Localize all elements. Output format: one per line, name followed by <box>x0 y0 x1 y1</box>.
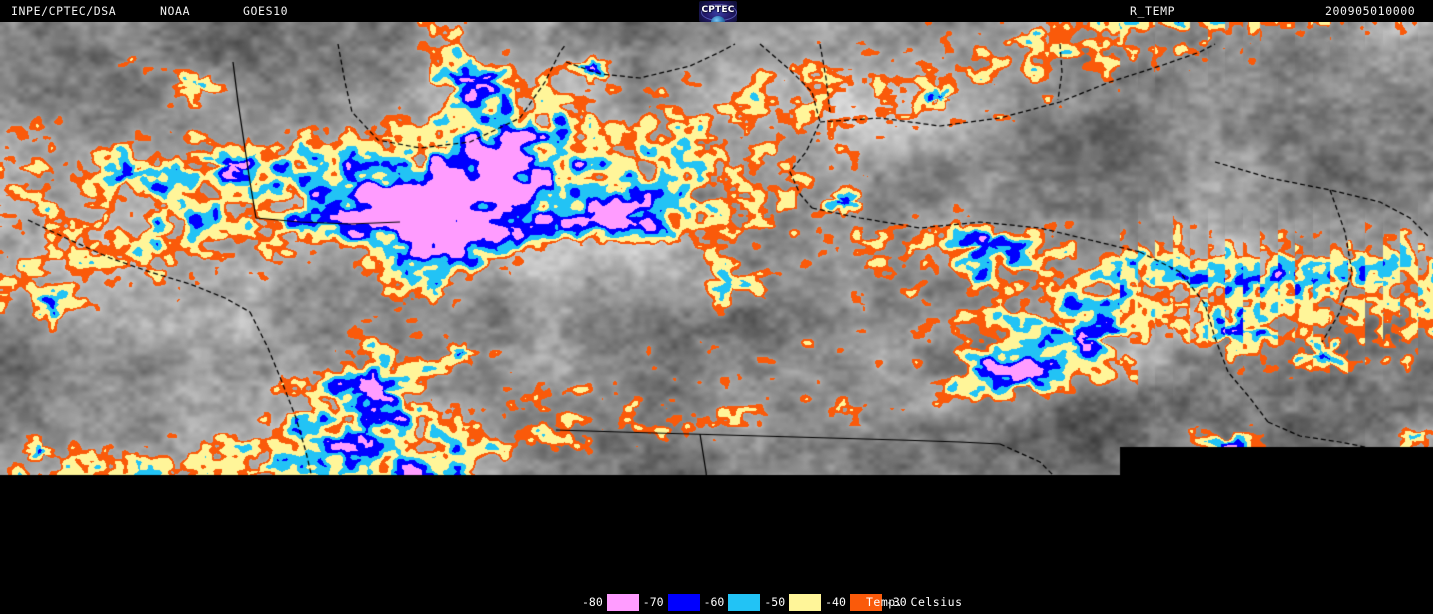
colorbar-cyan-swatch <box>728 594 761 611</box>
logo-label: CPTEC <box>701 5 735 15</box>
cptec-logo-icon: CPTEC <box>699 1 737 22</box>
satellite-image <box>0 22 1433 592</box>
colorbar-orange-swatch <box>849 594 882 611</box>
header-product: R_TEMP <box>1130 4 1176 18</box>
header-organization: INPE/CPTEC/DSA <box>11 4 117 18</box>
logo-globe <box>711 16 725 22</box>
header-timestamp: 200905010000 <box>1325 4 1416 18</box>
colorbar-tick-label: -50 <box>760 594 790 611</box>
colorbar-tick-label: -80 <box>578 594 607 611</box>
colorbar-yellow-swatch <box>789 594 822 611</box>
temperature-colorbar: -80 -70 -60 -50 -40 -30 Temp. Celsius <box>0 592 1433 614</box>
infrared-imagery-canvas <box>0 22 1433 592</box>
colorbar-tick-label: -70 <box>638 594 668 611</box>
colorbar-blue-swatch <box>667 594 700 611</box>
colorbar-units-label: Temp. Celsius <box>866 595 963 609</box>
colorbar-tick-label: -30 <box>881 594 911 611</box>
colorbar-pink-swatch <box>606 594 639 611</box>
header-source: NOAA <box>160 4 191 18</box>
colorbar-scale: -80 -70 -60 -50 -40 -30 <box>578 594 911 611</box>
header-bar: INPE/CPTEC/DSA NOAA GOES10 R_TEMP 200905… <box>0 0 1433 22</box>
header-satellite: GOES10 <box>243 4 289 18</box>
colorbar-tick-label: -60 <box>699 594 729 611</box>
colorbar-tick-label: -40 <box>821 594 850 611</box>
